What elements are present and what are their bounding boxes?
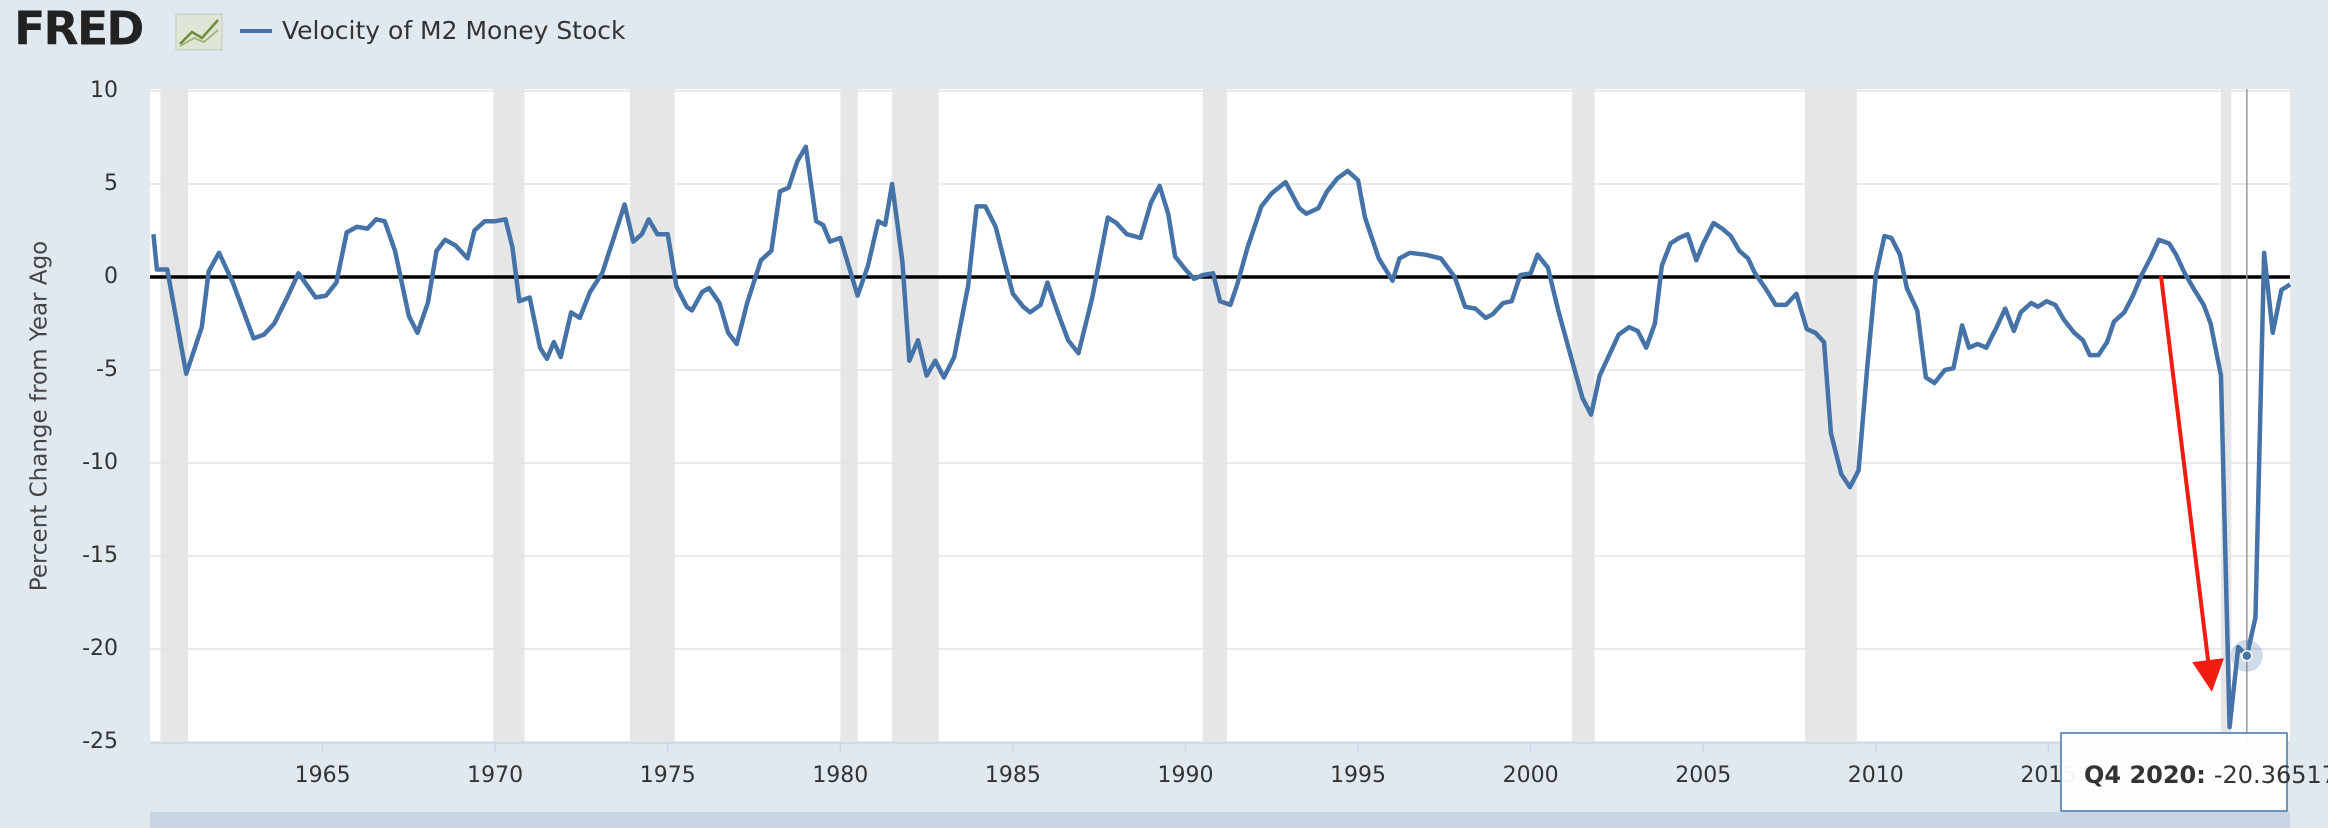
x-tick-label: 1990 bbox=[1157, 763, 1213, 788]
recession-band bbox=[1572, 89, 1595, 742]
x-tick-label: 1965 bbox=[295, 763, 351, 788]
brand-icon bbox=[175, 13, 223, 51]
recession-band bbox=[2220, 89, 2232, 742]
tooltip-value: -20.36517 bbox=[2214, 761, 2328, 789]
y-tick-label: 0 bbox=[104, 264, 118, 289]
x-tick-label: 1970 bbox=[467, 763, 523, 788]
y-axis-label: Percent Change from Year Ago bbox=[27, 241, 53, 591]
x-tick-label: 1985 bbox=[985, 763, 1041, 788]
brand-logo[interactable]: FRED bbox=[14, 2, 144, 56]
x-tick-label: 1975 bbox=[640, 763, 696, 788]
tooltip-date: Q4 2020: bbox=[2084, 761, 2206, 789]
x-tick-label: 1995 bbox=[1330, 763, 1386, 788]
recession-band bbox=[629, 89, 675, 742]
x-tick-label: 2000 bbox=[1503, 763, 1559, 788]
y-tick-label: -5 bbox=[96, 357, 118, 382]
annotation-arrow bbox=[2159, 275, 2224, 692]
y-tick-label: -15 bbox=[82, 543, 118, 568]
tooltip-text: Q4 2020: -20.36517 bbox=[2084, 761, 2328, 789]
y-tick-label: 5 bbox=[104, 171, 118, 196]
recession-band bbox=[160, 89, 188, 742]
legend-label[interactable]: Velocity of M2 Money Stock bbox=[282, 16, 626, 45]
recession-band bbox=[840, 89, 858, 742]
recession-band bbox=[1202, 89, 1227, 742]
recession-band bbox=[892, 89, 939, 742]
tooltip-layer: Q4 2020: -20.36517 bbox=[2060, 89, 2328, 812]
line-layer bbox=[150, 144, 2292, 730]
tooltip-box[interactable] bbox=[2060, 732, 2288, 812]
x-tick-label: 1980 bbox=[812, 763, 868, 788]
label-layer: -25 -20 -15 -10 -5 0 5 10 1965 1970 1975 1980 1985 19… bbox=[82, 78, 2076, 788]
recession-band bbox=[493, 89, 525, 742]
x-tick-label: 2005 bbox=[1675, 763, 1731, 788]
y-tick-label: 10 bbox=[90, 78, 118, 103]
y-tick-label: -20 bbox=[82, 636, 118, 661]
series-line bbox=[151, 144, 2292, 730]
y-tick-label: -10 bbox=[82, 450, 118, 475]
navigator[interactable] bbox=[150, 812, 2290, 828]
x-tick-label: 2010 bbox=[1848, 763, 1904, 788]
hover-point bbox=[2241, 650, 2253, 662]
y-tick-label: -25 bbox=[82, 729, 118, 754]
